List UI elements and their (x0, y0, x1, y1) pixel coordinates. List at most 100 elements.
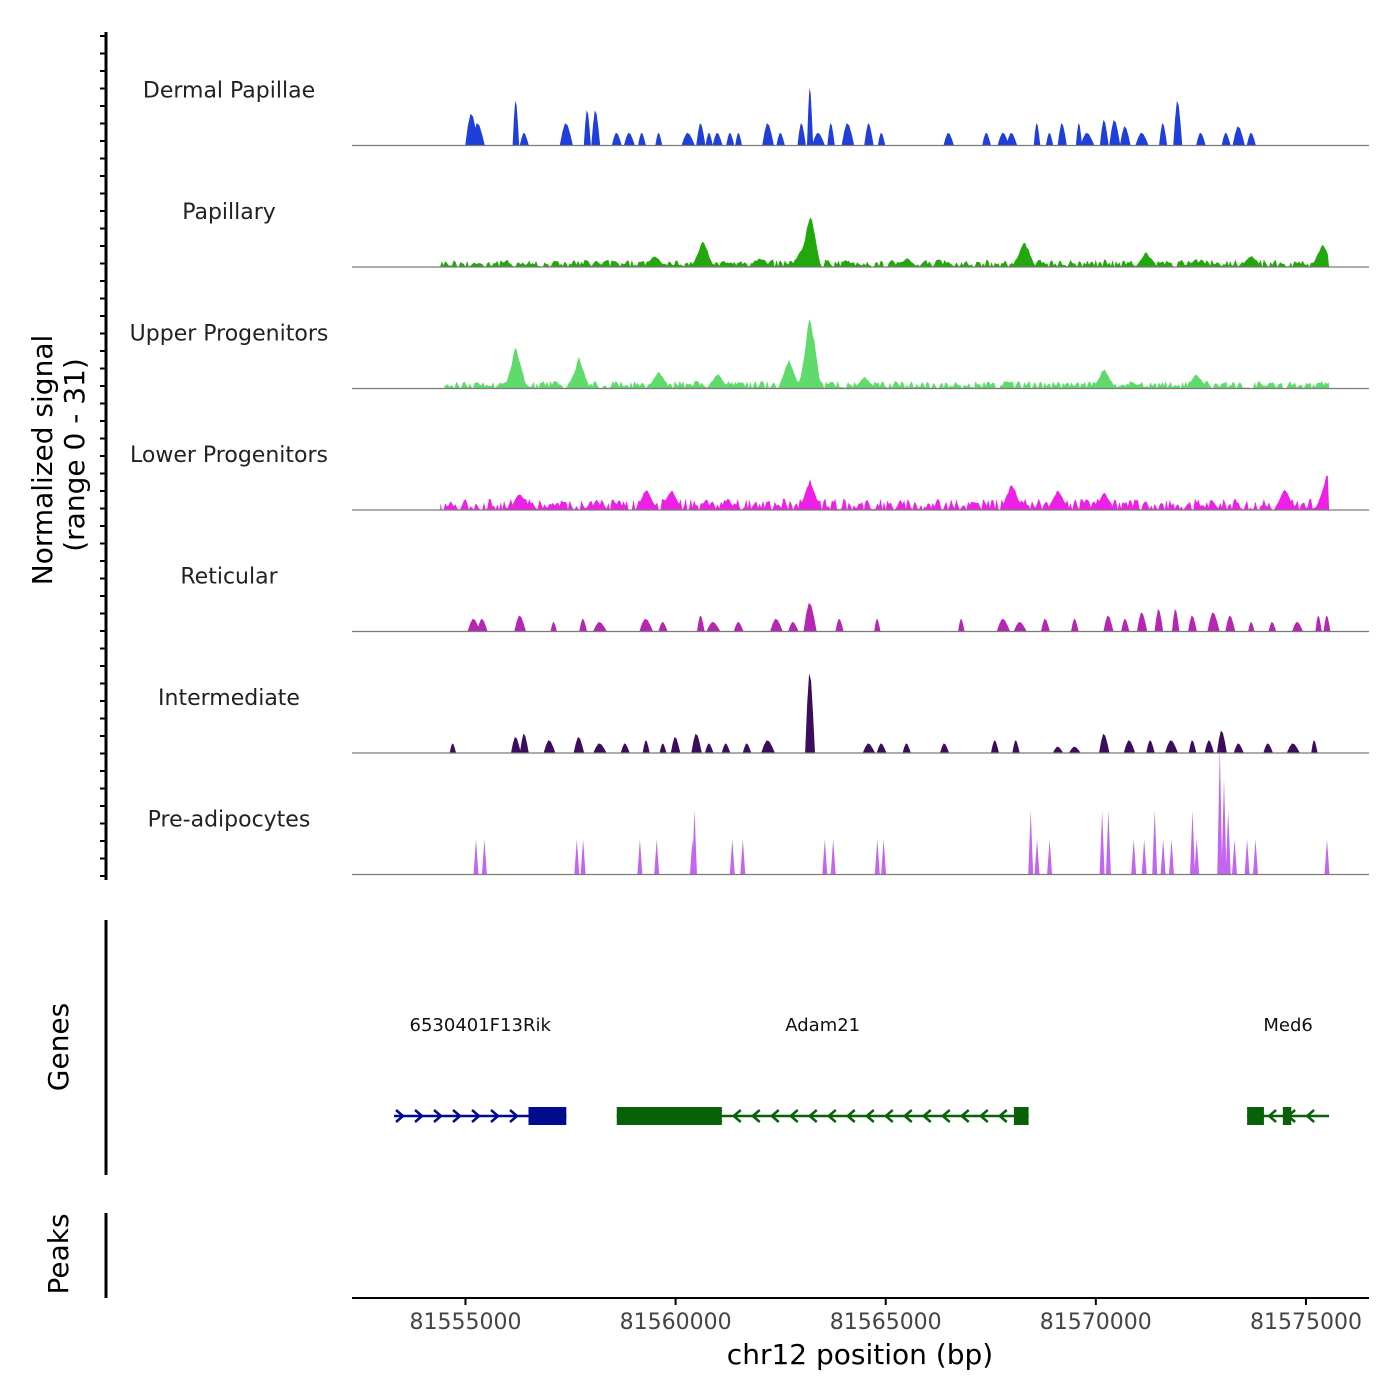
signal-spike (1244, 839, 1250, 875)
signal-spike (1190, 810, 1195, 875)
signal-peak (1171, 609, 1180, 632)
signal-spike (729, 839, 735, 875)
y-axis-title-line1: Normalized signal (26, 335, 59, 586)
track-label: Dermal Papillae (143, 79, 315, 104)
signal-peak (512, 100, 520, 146)
signal-spike (1047, 839, 1053, 875)
signal-peak (559, 123, 573, 146)
track-label: Papillary (182, 200, 276, 225)
signal-peak (514, 615, 526, 632)
strand-arrow (471, 1109, 481, 1123)
signal-spike (874, 839, 880, 875)
signal-peak (1123, 740, 1136, 753)
signal-peak (770, 618, 783, 632)
signal-peak (543, 740, 556, 753)
signal-peak (1286, 743, 1300, 753)
signal-peak (862, 743, 876, 753)
strand-arrow (959, 1109, 970, 1123)
strand-arrow (509, 1109, 519, 1123)
exon (1282, 1107, 1292, 1125)
signal-peak (990, 740, 999, 753)
strand-arrow (750, 1109, 761, 1123)
signal-peak (841, 123, 855, 146)
signal-spike (1034, 839, 1040, 875)
track-label: Lower Progenitors (130, 443, 328, 468)
signal-peak (1136, 612, 1148, 632)
signal-peak (1099, 120, 1109, 146)
signal-spike (1141, 839, 1147, 875)
signal-area (444, 319, 1330, 389)
signal-peak (579, 618, 588, 632)
strand-arrow (490, 1109, 500, 1123)
signal-peak (704, 743, 714, 753)
strand-arrow (940, 1109, 951, 1123)
signal-peak (812, 132, 825, 146)
signal-peak (1052, 746, 1064, 753)
signal-spike (1105, 810, 1111, 875)
signal-peak (681, 132, 695, 146)
signal-peak (902, 743, 911, 753)
signal-peak (691, 733, 702, 753)
signal-spike (654, 839, 660, 875)
track-pre-adipocytes: Pre-adipocytes (148, 746, 1369, 876)
signal-peak (1154, 609, 1164, 632)
signal-peak (874, 618, 881, 632)
signal-peak (550, 621, 557, 632)
signal-tracks: Dermal Papillae Papillary Upper Progenitor… (130, 79, 1369, 876)
signal-peak (591, 110, 601, 146)
signal-peak (1075, 123, 1083, 146)
signal-peak (1232, 126, 1245, 146)
signal-peak (958, 618, 965, 632)
signal-peak (705, 132, 713, 146)
signal-peak (593, 743, 607, 753)
exon (616, 1107, 722, 1125)
signal-peak (803, 602, 817, 632)
signal-peak (997, 132, 1010, 146)
signal-peak (1109, 120, 1121, 146)
signal-peak (1268, 621, 1277, 632)
signal-spike (481, 839, 487, 875)
signal-peak (876, 743, 887, 753)
signal-spike (1253, 839, 1258, 875)
signal-spike (637, 839, 643, 875)
signal-spike (1169, 839, 1174, 875)
signal-peak (1103, 615, 1114, 632)
strand-arrow (883, 1109, 894, 1123)
strand-arrow (845, 1109, 856, 1123)
track-label: Reticular (180, 565, 278, 590)
genes-axis-title: Genes (42, 1003, 75, 1091)
signal-peak (726, 132, 735, 146)
strand-arrow (769, 1109, 780, 1123)
signal-peak (1057, 123, 1067, 146)
strand-arrow (864, 1109, 875, 1123)
y-axis-title-line2: (range 0 - 31) (58, 358, 91, 552)
track-reticular: Reticular (180, 565, 1369, 633)
strand-arrow (997, 1109, 1008, 1123)
track-dermal-papillae: Dermal Papillae (143, 79, 1369, 147)
signal-peak (943, 132, 954, 146)
signal-peak (761, 740, 775, 753)
signal-peak (449, 743, 457, 753)
signal-peak (712, 132, 723, 146)
strand-arrow (731, 1109, 742, 1123)
gene-label: Med6 (1263, 1015, 1312, 1036)
signal-spike (1225, 810, 1231, 875)
signal-spike (1152, 810, 1158, 875)
signal-peak (721, 743, 731, 753)
signal-spike (881, 839, 887, 875)
signal-peak (1188, 615, 1197, 632)
signal-spike (1217, 746, 1223, 875)
signal-peak (1135, 132, 1149, 146)
signal-peak (805, 673, 815, 753)
signal-peak (996, 618, 1011, 632)
strand-arrow (414, 1109, 424, 1123)
track-label: Intermediate (158, 686, 300, 711)
track-label: Upper Progenitors (130, 322, 329, 347)
x-axis-title: chr12 position (bp) (727, 1338, 993, 1371)
signal-peak (583, 110, 591, 146)
signal-area (440, 475, 1330, 510)
signal-peak (1216, 730, 1227, 753)
signal-peak (762, 123, 774, 146)
signal-peak (807, 88, 814, 146)
